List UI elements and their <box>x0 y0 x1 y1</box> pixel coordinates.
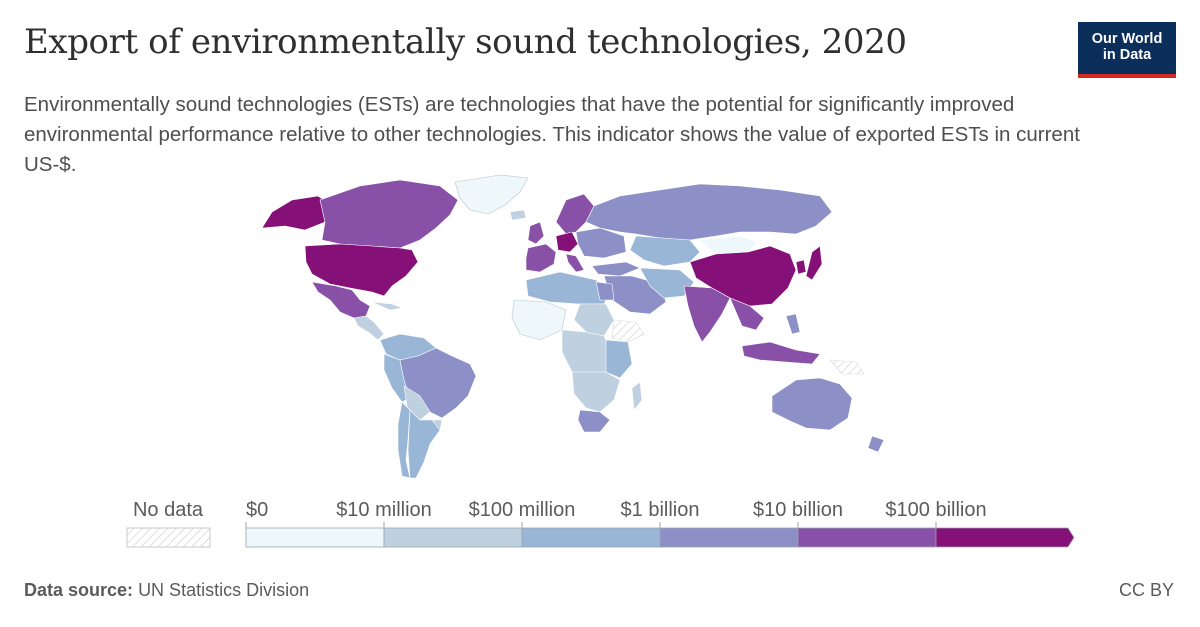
legend-bin-swatch[interactable] <box>935 527 1075 548</box>
data-source-label: Data source: <box>24 580 134 600</box>
region-india[interactable] <box>683 285 731 343</box>
region-central-asia[interactable] <box>629 235 701 267</box>
region-turkey[interactable] <box>591 261 641 277</box>
region-west-africa[interactable] <box>511 299 567 341</box>
region-mongolia[interactable] <box>699 235 759 255</box>
no-data-label: No data <box>133 499 204 521</box>
logo-line-1: Our World <box>1091 31 1163 47</box>
region-horn-of-africa[interactable] <box>611 319 645 343</box>
region-egypt[interactable] <box>595 281 615 301</box>
owid-logo[interactable]: Our World in Data <box>1078 22 1176 78</box>
chart-title: Export of environmentally sound technolo… <box>24 22 907 62</box>
region-germany[interactable] <box>555 231 579 253</box>
legend-bin-label: $10 million <box>336 499 432 521</box>
region-greenland[interactable] <box>454 174 529 215</box>
region-southeast-asia[interactable] <box>729 297 765 331</box>
world-map[interactable] <box>0 165 1200 495</box>
region-central-america[interactable] <box>353 315 385 341</box>
data-source: Data source: UN Statistics Division <box>24 580 309 601</box>
region-united-kingdom[interactable] <box>527 221 545 245</box>
region-caribbean[interactable] <box>371 301 403 311</box>
region-indonesia[interactable] <box>741 341 821 365</box>
legend-bin-label: $1 billion <box>621 499 700 521</box>
region-japan[interactable] <box>805 245 823 281</box>
logo-line-2: in Data <box>1102 47 1152 63</box>
legend-color-bins <box>245 527 1075 548</box>
region-east-africa[interactable] <box>605 339 633 379</box>
region-papua-new-guinea[interactable] <box>829 359 865 375</box>
region-iran-region[interactable] <box>639 267 695 299</box>
region-western-europe[interactable] <box>525 243 557 273</box>
chart-subtitle: Environmentally sound technologies (ESTs… <box>24 93 1080 176</box>
region-central-africa[interactable] <box>561 329 613 379</box>
license-label[interactable]: CC BY <box>1118 580 1174 600</box>
legend-bin-swatch[interactable] <box>245 527 385 548</box>
region-canada[interactable] <box>319 179 459 249</box>
data-source-value: UN Statistics Division <box>138 580 310 600</box>
legend-bin-swatch[interactable] <box>383 527 523 548</box>
region-united-states[interactable] <box>304 243 419 297</box>
region-scandinavia[interactable] <box>555 193 595 235</box>
region-new-zealand[interactable] <box>867 435 885 453</box>
region-korea[interactable] <box>795 259 807 275</box>
region-philippines[interactable] <box>785 313 801 335</box>
legend-bin-swatch[interactable] <box>521 527 661 548</box>
legend-bin-label: $100 million <box>469 499 576 521</box>
region-eastern-europe[interactable] <box>575 227 627 259</box>
legend-bin-swatch[interactable] <box>797 527 937 548</box>
legend-bin-labels: $0 $10 million $100 million $1 billion $10 b… <box>245 499 987 528</box>
region-alaska[interactable] <box>261 195 331 231</box>
region-iceland[interactable] <box>509 209 527 221</box>
legend-bin-label: $0 <box>246 499 268 521</box>
region-russia[interactable] <box>585 183 833 241</box>
region-australia[interactable] <box>771 377 853 431</box>
region-southern-africa[interactable] <box>571 371 621 413</box>
no-data-legend-item: No data <box>126 499 211 548</box>
no-data-swatch <box>126 527 211 548</box>
legend-bin-label: $10 billion <box>753 499 843 521</box>
region-uruguay[interactable] <box>431 419 443 431</box>
legend-bin-label: $100 billion <box>885 499 986 521</box>
map-legend: No data $0 $10 million $100 million $1 bill… <box>126 499 1075 548</box>
region-madagascar[interactable] <box>631 381 643 411</box>
region-italy[interactable] <box>565 253 585 273</box>
legend-bin-swatch[interactable] <box>659 527 799 548</box>
region-argentina[interactable] <box>407 409 441 479</box>
region-south-africa[interactable] <box>577 409 611 433</box>
